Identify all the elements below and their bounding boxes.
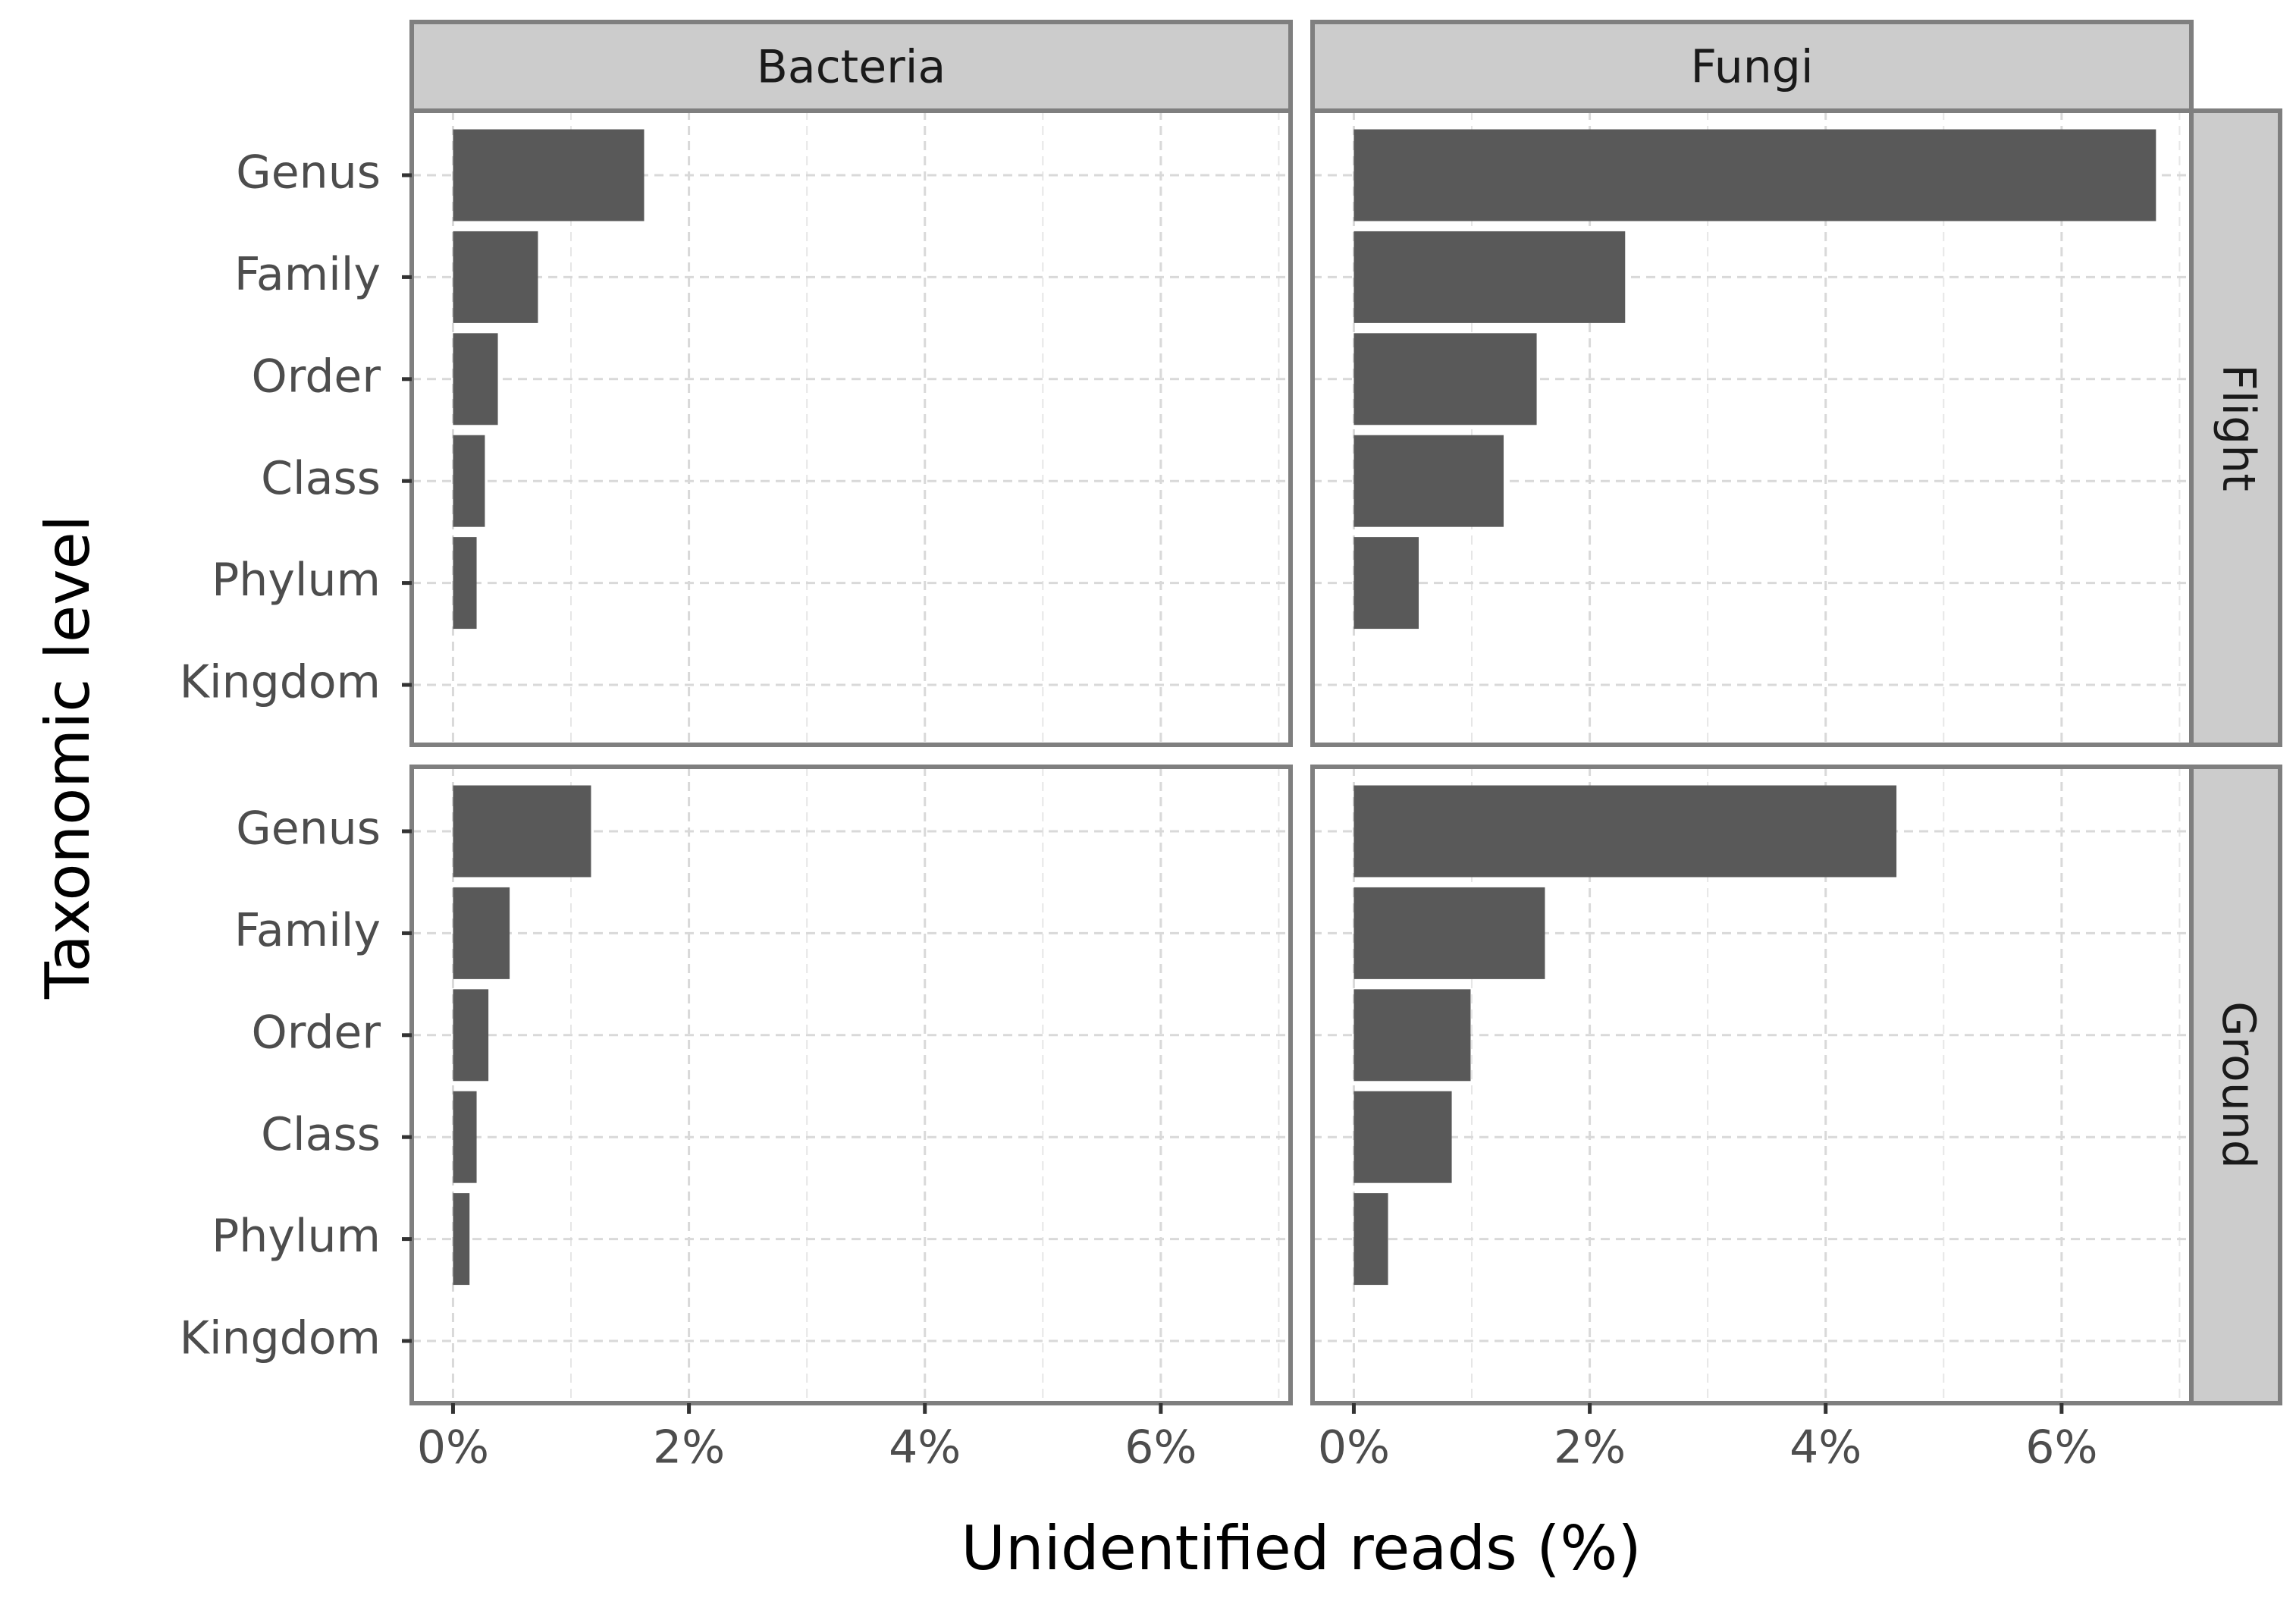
x-tick-label: 2% (1554, 1421, 1626, 1474)
y-tick-label: Family (234, 904, 381, 957)
strip-label-bacteria: Bacteria (757, 41, 946, 94)
bar-bacteria-ground-class (453, 1091, 477, 1183)
bar-fungi-flight-family (1353, 231, 1626, 323)
strip-fungi: Fungi (1310, 20, 2194, 113)
bar-fungi-ground-family (1353, 887, 1545, 979)
x-tick-label: 6% (1124, 1421, 1197, 1474)
bar-fungi-ground-genus (1353, 785, 1897, 878)
bar-fungi-flight-genus (1353, 129, 2156, 221)
x-axis-title: Unidentified reads (%) (961, 1513, 1641, 1584)
bar-bacteria-flight-genus (453, 129, 645, 221)
y-tick-label: Class (261, 1108, 381, 1161)
bar-fungi-flight-order (1353, 333, 1537, 425)
y-tick-label: Genus (236, 802, 381, 856)
y-tick-label: Family (234, 248, 381, 301)
y-tick-label: Kingdom (180, 1312, 381, 1365)
y-tick-label: Phylum (212, 554, 381, 607)
strip-flight: Flight (2189, 108, 2282, 747)
y-tick-label: Order (251, 1006, 381, 1059)
bar-bacteria-flight-phylum (453, 537, 477, 630)
y-tick-label: Genus (236, 146, 381, 199)
strip-label-flight: Flight (2212, 364, 2265, 491)
x-tick-label: 0% (417, 1421, 489, 1474)
y-axes: Kingdom Phylum Class Order Family Genus Kingdo… (180, 146, 412, 1365)
panel-bacteria-flight (409, 108, 1293, 747)
strip-ground: Ground (2189, 765, 2282, 1405)
x-tick-label: 0% (1318, 1421, 1390, 1474)
x-tick-label: 2% (653, 1421, 725, 1474)
x-tick-label: 6% (2025, 1421, 2097, 1474)
strip-bacteria: Bacteria (409, 20, 1293, 113)
panel-bacteria-ground (409, 765, 1293, 1405)
bar-fungi-ground-order (1353, 989, 1471, 1082)
bar-bacteria-ground-family (453, 887, 510, 979)
bar-bacteria-flight-family (453, 231, 538, 323)
y-axis-title: Taxonomic level (33, 515, 103, 1000)
bar-fungi-flight-phylum (1353, 537, 1419, 630)
y-tick-label: Class (261, 452, 381, 505)
y-tick-label: Order (251, 350, 381, 403)
panel-fungi-flight (1310, 108, 2194, 747)
bar-bacteria-ground-genus (453, 785, 591, 878)
bar-fungi-ground-class (1353, 1091, 1452, 1183)
bar-bacteria-ground-phylum (453, 1193, 470, 1286)
y-tick-label: Kingdom (180, 656, 381, 709)
bar-fungi-ground-phylum (1353, 1193, 1388, 1286)
y-tick-label: Phylum (212, 1210, 381, 1263)
x-tick-label: 4% (889, 1421, 961, 1474)
bar-bacteria-ground-order (453, 989, 489, 1082)
strip-label-ground: Ground (2212, 1001, 2265, 1169)
strip-label-fungi: Fungi (1690, 41, 1813, 94)
x-axes: 0% 2% 4% 6% 0% 2% 4% 6% (417, 1403, 2097, 1474)
x-tick-label: 4% (1789, 1421, 1862, 1474)
bar-bacteria-flight-order (453, 333, 498, 425)
bar-bacteria-flight-class (453, 435, 485, 527)
panel-fungi-ground (1310, 765, 2194, 1405)
bar-fungi-flight-class (1353, 435, 1504, 527)
